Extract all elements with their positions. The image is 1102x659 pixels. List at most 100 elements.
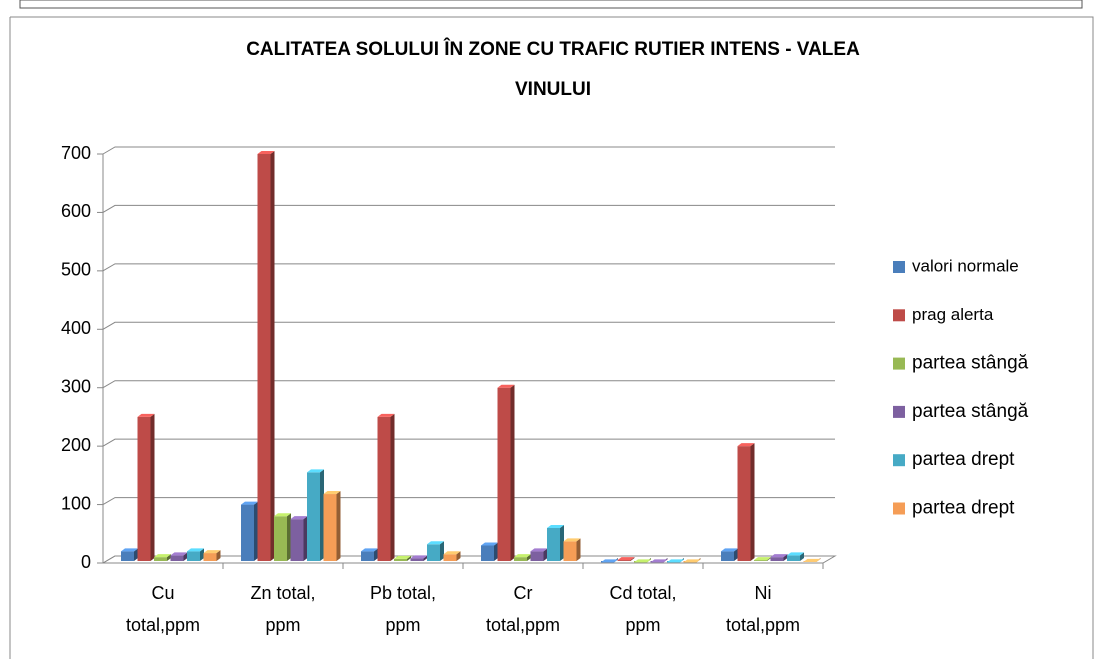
bar-top (307, 469, 324, 473)
bar-side (750, 443, 755, 561)
bar (203, 553, 217, 561)
bar-side (390, 413, 395, 561)
y-tick-label: 100 (61, 493, 91, 513)
bar-top (634, 559, 651, 563)
bar-side (734, 548, 738, 561)
x-tick-label: Zn total, ppm (250, 583, 315, 635)
bar-side (560, 524, 564, 561)
bar-top (361, 548, 378, 552)
bar-side (254, 501, 258, 561)
bar-side (287, 513, 291, 561)
y-tick-label: 500 (61, 260, 91, 280)
bar-side (167, 554, 171, 561)
bar-top (601, 559, 618, 563)
bar (274, 516, 287, 561)
bar-top (683, 559, 701, 563)
bar (361, 551, 374, 561)
bar-top (563, 538, 581, 542)
bar-top (187, 548, 204, 552)
legend-label: partea drept (912, 498, 1015, 519)
bar-top (121, 548, 138, 552)
bar-top (514, 554, 531, 558)
bar-top (170, 552, 188, 556)
y-tick-label: 600 (61, 201, 91, 221)
bar-side (183, 552, 188, 561)
bar (410, 558, 424, 561)
bar (121, 551, 134, 561)
bar-side (783, 554, 788, 561)
bar (394, 558, 407, 561)
bar-side (800, 552, 804, 561)
bar-side (134, 548, 138, 561)
bar-top (427, 541, 444, 545)
grid-line (102, 263, 835, 272)
legend-label: partea drept (912, 449, 1015, 470)
bar-side (216, 550, 221, 561)
bar (443, 554, 457, 561)
bar-top (754, 557, 771, 561)
legend-swatch (893, 261, 905, 273)
bar (787, 555, 800, 561)
bar (770, 557, 784, 561)
x-tick-label: Cu total,ppm (126, 583, 200, 635)
bar-top (241, 501, 258, 505)
bar-top (290, 516, 308, 520)
bar (481, 545, 494, 561)
bar-top (530, 548, 548, 552)
x-tick-label: Pb total, ppm (370, 583, 436, 635)
x-tick-label: Ni total,ppm (726, 583, 800, 635)
y-tick-label: 200 (61, 435, 91, 455)
bar-side (270, 151, 275, 561)
grid-line (102, 204, 835, 213)
bar (307, 472, 320, 561)
x-tick-label: Cr total,ppm (486, 583, 560, 635)
bar (241, 504, 254, 561)
grid-line (102, 438, 835, 447)
grid-line (102, 555, 835, 564)
bar-top (787, 552, 804, 556)
bar-side (150, 413, 155, 561)
bar (737, 446, 751, 561)
bar (154, 557, 167, 561)
bar-side (320, 469, 324, 561)
bar-side (630, 557, 635, 561)
bar-top (617, 557, 635, 561)
bar-top (394, 555, 411, 559)
bar-top (137, 413, 155, 417)
bar-top (274, 513, 291, 517)
chart-title: CALITATEA SOLULUI ÎN ZONE CU TRAFIC RUTI… (246, 38, 860, 100)
bar (497, 387, 511, 561)
y-tick-label: 400 (61, 318, 91, 338)
grid-line (102, 146, 835, 155)
y-tick-label: 700 (61, 143, 91, 163)
grid-line (102, 380, 835, 389)
bar-side (527, 554, 531, 561)
y-tick-label: 300 (61, 376, 91, 396)
bar-top (803, 558, 821, 562)
legend-swatch (893, 309, 905, 322)
bar-side (576, 538, 581, 561)
bar-side (494, 542, 498, 561)
bar (170, 555, 184, 561)
bar-top (377, 413, 395, 417)
bar (514, 557, 527, 561)
legend-label: partea stângă (912, 401, 1029, 422)
bar-top (323, 491, 341, 495)
bar-side (336, 491, 341, 561)
bar (547, 527, 560, 561)
bar (754, 560, 767, 561)
top-frame (19, 0, 1083, 9)
bar-side (510, 384, 515, 561)
x-tick-label: Cd total, ppm (609, 583, 676, 635)
bar-top (547, 524, 564, 528)
legend-swatch (893, 454, 905, 467)
bar-top (770, 554, 788, 558)
bar-top (481, 542, 498, 546)
bar-top (721, 548, 738, 552)
bar-side (374, 548, 378, 561)
bar (721, 551, 734, 561)
bar-top (410, 555, 428, 559)
bar-top (737, 443, 755, 447)
legend-label: prag alerta (912, 305, 994, 324)
